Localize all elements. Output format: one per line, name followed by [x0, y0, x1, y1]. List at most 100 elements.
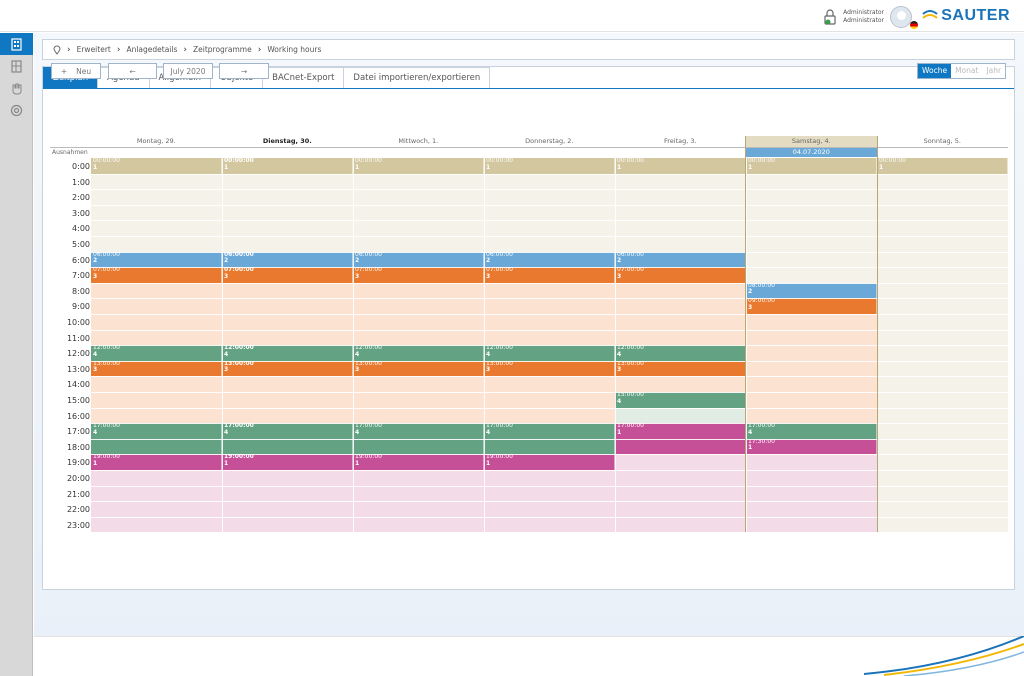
hour-label: 10:00 [66, 318, 90, 327]
schedule-event[interactable]: 06:00:00 2 [484, 251, 615, 268]
event-value: 1 [486, 459, 491, 467]
prev-week-button[interactable]: ← [108, 63, 157, 79]
hour-gridline [91, 360, 1008, 362]
schedule-event[interactable]: 17:00:00 4 [222, 423, 353, 455]
next-week-button[interactable]: → [219, 63, 269, 79]
schedule-event[interactable]: 19:00:00 1 [222, 454, 353, 470]
event-value: 4 [748, 428, 753, 436]
schedule-event[interactable]: 07:00:00 3 [615, 267, 746, 283]
schedule-event[interactable]: 12:00:00 4 [91, 345, 222, 361]
nav-building[interactable] [0, 33, 33, 55]
breadcrumb-item[interactable]: Zeitprogramme [193, 45, 252, 54]
schedule-event[interactable]: 13:00:00 3 [615, 360, 746, 377]
event-value: 4 [486, 350, 491, 358]
schedule-event[interactable]: 09:00:00 3 [746, 298, 877, 314]
schedule-event[interactable]: 08:00:00 2 [746, 282, 877, 299]
hour-label: 6:00 [72, 255, 90, 265]
user-info[interactable]: Administrator Administrator [823, 6, 912, 28]
event-value: 1 [355, 163, 360, 171]
hour-label: 0:00 [72, 162, 90, 171]
schedule-event[interactable]: 17:00:00 4 [484, 423, 615, 455]
event-time: 06:00:00 [224, 251, 254, 258]
event-time: 08:00:00 [748, 282, 775, 289]
event-value: 3 [617, 366, 622, 374]
new-button[interactable]: + Neu [51, 63, 101, 79]
schedule-event[interactable]: 07:00:00 3 [484, 267, 615, 283]
schedule-event[interactable]: 07:00:00 3 [222, 267, 353, 283]
breadcrumb: › Erweitert › Anlagedetails › Zeitprogra… [42, 39, 1015, 60]
schedule-event[interactable]: 17:00:00 4 [353, 423, 484, 455]
schedule-event[interactable]: 19:00:00 1 [353, 454, 484, 470]
time-block-fill [484, 282, 615, 346]
view-week[interactable]: Woche [918, 64, 952, 78]
view-year[interactable]: Jahr [982, 64, 1006, 78]
breadcrumb-item[interactable]: Anlagedetails [126, 45, 178, 54]
schedule-event[interactable]: 00:00:00 1 [746, 158, 877, 174]
breadcrumb-item[interactable]: Erweitert [76, 45, 111, 54]
brand-name: SAUTER [941, 7, 1010, 24]
schedule-event[interactable]: 17:00:00 4 [91, 423, 222, 455]
schedule-event[interactable]: 13:00:00 3 [91, 360, 222, 377]
schedule-event[interactable]: 00:00:00 1 [91, 158, 222, 174]
event-time: 17:00:00 [93, 423, 120, 430]
event-time: 12:00:00 [486, 345, 513, 352]
schedule-event[interactable]: 00:00:00 1 [877, 158, 1008, 174]
schedule-event[interactable]: 19:00:00 1 [91, 454, 222, 470]
schedule-event[interactable]: 06:00:00 2 [222, 251, 353, 268]
event-value: 3 [93, 272, 98, 280]
event-time: 19:00:00 [486, 454, 513, 461]
nav-settings[interactable] [0, 99, 33, 121]
day-header: Sonntag, 5. [923, 137, 961, 145]
view-month[interactable]: Monat [951, 64, 983, 78]
time-block-fill [222, 173, 353, 252]
event-time: 13:00:00 [224, 360, 254, 367]
hour-label: 16:00 [66, 411, 90, 421]
hour-gridline [91, 423, 1008, 425]
schedule-event[interactable]: 13:00:00 3 [484, 360, 615, 377]
schedule-event[interactable]: 12:00:00 4 [484, 345, 615, 361]
schedule-event[interactable]: 12:00:00 4 [222, 345, 353, 361]
schedule-event[interactable]: 12:00:00 4 [353, 345, 484, 361]
event-value: 3 [224, 272, 229, 280]
schedule-event[interactable]: 07:00:00 3 [91, 267, 222, 283]
chevron-right-icon: › [67, 44, 71, 55]
nav-manual[interactable] [0, 77, 33, 99]
schedule-event[interactable]: 00:00:00 1 [615, 158, 746, 174]
user-login: Administrator [843, 17, 884, 24]
month-picker-button[interactable]: July 2020 [163, 63, 213, 79]
schedule-event[interactable]: 00:00:00 1 [353, 158, 484, 174]
schedule-event[interactable]: 07:00:00 3 [353, 267, 484, 283]
location-pin-icon[interactable] [53, 45, 61, 55]
schedule-event[interactable]: 06:00:00 2 [615, 251, 746, 268]
schedule-event[interactable]: 17:00:00 1 [615, 423, 746, 455]
schedule-event[interactable]: 12:00:00 4 [615, 345, 746, 361]
hour-gridline [91, 220, 1008, 222]
exception-entry[interactable]: 04.07.2020 [746, 148, 877, 157]
event-time: 17:00:00 [224, 423, 254, 430]
schedule-event[interactable]: 13:00:00 3 [353, 360, 484, 377]
event-time: 07:00:00 [355, 267, 382, 274]
event-value: 3 [748, 303, 753, 311]
week-calendar: Ausnahmen Montag, 29. Dienstag, 30. Mittwo… [50, 136, 1008, 550]
schedule-event[interactable]: 06:00:00 2 [91, 251, 222, 268]
schedule-event[interactable]: 19:00:00 1 [484, 454, 615, 470]
schedule-event[interactable]: 17:30:00 1 [746, 438, 877, 455]
language-flag-icon[interactable] [910, 21, 918, 29]
avatar[interactable] [890, 6, 912, 28]
event-value: 1 [224, 459, 229, 467]
schedule-event[interactable]: 15:00:00 4 [615, 392, 746, 408]
hour-label: 22:00 [66, 505, 90, 515]
schedule-event[interactable]: 17:00:00 4 [746, 423, 877, 439]
schedule-event[interactable]: 00:00:00 1 [484, 158, 615, 174]
event-value: 4 [486, 428, 491, 436]
schedule-event[interactable]: 06:00:00 2 [353, 251, 484, 268]
event-time: 19:00:00 [224, 454, 254, 461]
nav-floorplan[interactable] [0, 55, 33, 77]
tab-bacnet-export[interactable]: BACnet-Export [262, 67, 345, 88]
schedule-event[interactable]: 00:00:00 1 [222, 158, 353, 174]
event-value: 1 [486, 163, 491, 171]
time-block-fill [91, 282, 222, 346]
schedule-event[interactable]: 13:00:00 3 [222, 360, 353, 377]
tab-import-export[interactable]: Datei importieren/exportieren [343, 67, 491, 88]
hour-label: 15:00 [66, 396, 90, 405]
